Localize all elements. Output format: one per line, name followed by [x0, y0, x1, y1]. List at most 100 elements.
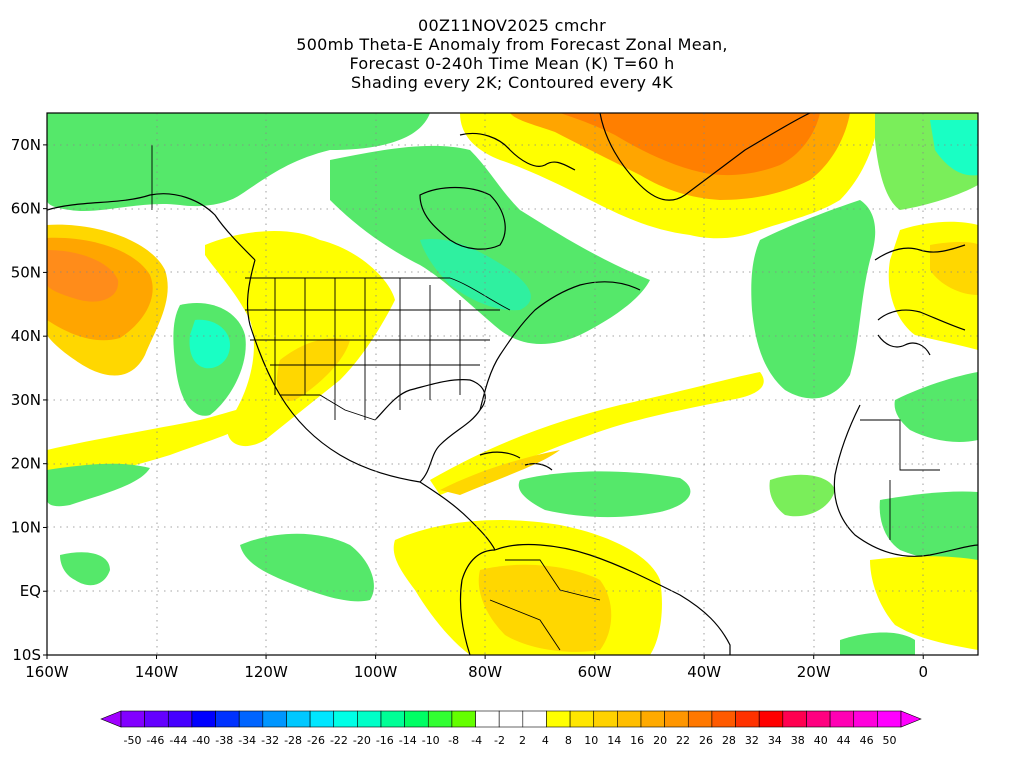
colorbar-swatch [120, 710, 145, 728]
colorbar-swatch [522, 710, 547, 728]
lon-label: 140W [135, 663, 179, 681]
colorbar-swatch [286, 710, 311, 728]
colorbar-label: -14 [399, 734, 417, 747]
coast-alaska [47, 193, 256, 261]
colorbar-swatch [238, 710, 264, 728]
colorbar-high-arrow [900, 710, 922, 728]
lat-label: 60N [11, 200, 41, 218]
lat-label: 10N [11, 518, 41, 536]
lat-label: EQ [20, 582, 41, 600]
colorbar-label: -2 [494, 734, 505, 747]
shade-cyan-pacific [189, 319, 230, 369]
colorbar-label: -22 [330, 734, 348, 747]
colorbar-swatch [593, 710, 618, 728]
colorbar-label: -32 [261, 734, 279, 747]
colorbar-label: -10 [422, 734, 440, 747]
colorbar-label: -26 [307, 734, 325, 747]
colorbar-swatch [191, 710, 216, 728]
colorbar-label: 44 [837, 734, 851, 747]
colorbar-swatch [546, 710, 571, 728]
coast-baffin [459, 132, 576, 171]
colorbar-label: -38 [215, 734, 233, 747]
shade-hotter-nepacific [47, 250, 119, 302]
colorbar-swatch [309, 710, 335, 728]
shade-green-gulf [769, 474, 835, 517]
colorbar-label: 2 [519, 734, 526, 747]
colorbar-label: 22 [676, 734, 690, 747]
shade-green-tropical-pacific-w [47, 463, 150, 507]
lon-label: 100W [354, 663, 398, 681]
shade-cyan-canada [420, 239, 531, 311]
colorbar-label: -40 [192, 734, 210, 747]
colorbar: -50 -46 -44 -40 -38 -34 -32 -28 -26 -22 -20 -16 -14-… [100, 710, 922, 747]
colorbar-swatch [475, 710, 500, 728]
lat-label: 50N [11, 263, 41, 281]
colorbar-swatch [404, 710, 429, 728]
lat-label: 10S [12, 646, 41, 664]
plot-frame [46, 112, 979, 656]
shade-gold-europe [930, 241, 978, 295]
colorbar-swatch [167, 710, 193, 728]
colorbar-swatch [782, 710, 807, 728]
lon-label: 60W [578, 663, 612, 681]
shade-cyan-ne-atlantic [930, 120, 978, 176]
shade-yellow-satlantic [870, 556, 978, 650]
border-us-states-b [245, 309, 500, 366]
colorbar-swatch [427, 710, 453, 728]
border-us-mexico [280, 394, 376, 421]
colorbar-swatch [687, 710, 713, 728]
colorbar-label: -8 [448, 734, 459, 747]
title-forecast-line: Forecast 0-240h Time Mean (K) T=60 h [349, 54, 675, 73]
border-west-africa [860, 419, 940, 540]
shade-gold-westus [276, 338, 350, 401]
colorbar-swatch [380, 710, 405, 728]
colorbar-label: 40 [814, 734, 828, 747]
colorbar-label: 8 [565, 734, 572, 747]
colorbar-swatch [262, 710, 287, 728]
shade-green-africa [879, 491, 978, 562]
colorbar-label: 26 [699, 734, 713, 747]
shade-darkorange-greenland [560, 113, 820, 176]
colorbar-label: 20 [653, 734, 667, 747]
colorbar-swatch [829, 710, 855, 728]
shade-green-satlantic [840, 632, 915, 655]
colorbar-swatch [664, 710, 689, 728]
shade-green-carib [518, 471, 691, 518]
border-us-states-a [274, 278, 461, 420]
colorbar-swatch [215, 710, 240, 728]
latitude-labels: 70N 60N 50N 40N 30N 20N 10N EQ 10S [11, 136, 47, 664]
coast-central-america [419, 481, 496, 551]
colorbar-label: 38 [791, 734, 805, 747]
lat-label: 40N [11, 327, 41, 345]
colorbar-swatch [640, 710, 665, 728]
colorbar-label: 10 [584, 734, 598, 747]
lon-label: 40W [687, 663, 721, 681]
shade-gold-atlantic-band [440, 450, 560, 495]
colorbar-swatch [711, 710, 736, 728]
colorbar-swatch [451, 710, 476, 728]
coast-samerica [459, 543, 731, 655]
title-block: 00Z11NOV2025 cmchr 500mb Theta-E Anomaly… [0, 16, 1024, 92]
coastlines [47, 113, 978, 655]
colorbar-swatch [357, 710, 382, 728]
coast-hudson [419, 186, 506, 250]
shade-green-natlantic [751, 200, 876, 399]
lat-label: 20N [11, 455, 41, 473]
colorbar-swatch [877, 710, 902, 728]
coast-greenland [599, 113, 811, 201]
longitude-labels: 160W 140W 120W 100W 80W 60W 40W 20W 0 [25, 655, 928, 681]
shade-green-alaska [47, 113, 430, 212]
colorbar-label: 28 [722, 734, 736, 747]
colorbar-swatch [498, 710, 524, 728]
coast-east-na [479, 281, 641, 411]
coast-africa [833, 404, 978, 557]
colorbar-label: 50 [883, 734, 897, 747]
shade-gold-samerica [478, 564, 612, 652]
colorbar-swatch [853, 710, 878, 728]
shade-yellow-westus [205, 230, 395, 447]
colorbar-swatch [569, 710, 595, 728]
shade-green-sahara [894, 372, 978, 442]
border-samerica [489, 559, 601, 651]
shade-green-tropical-pacific-e [240, 533, 374, 602]
